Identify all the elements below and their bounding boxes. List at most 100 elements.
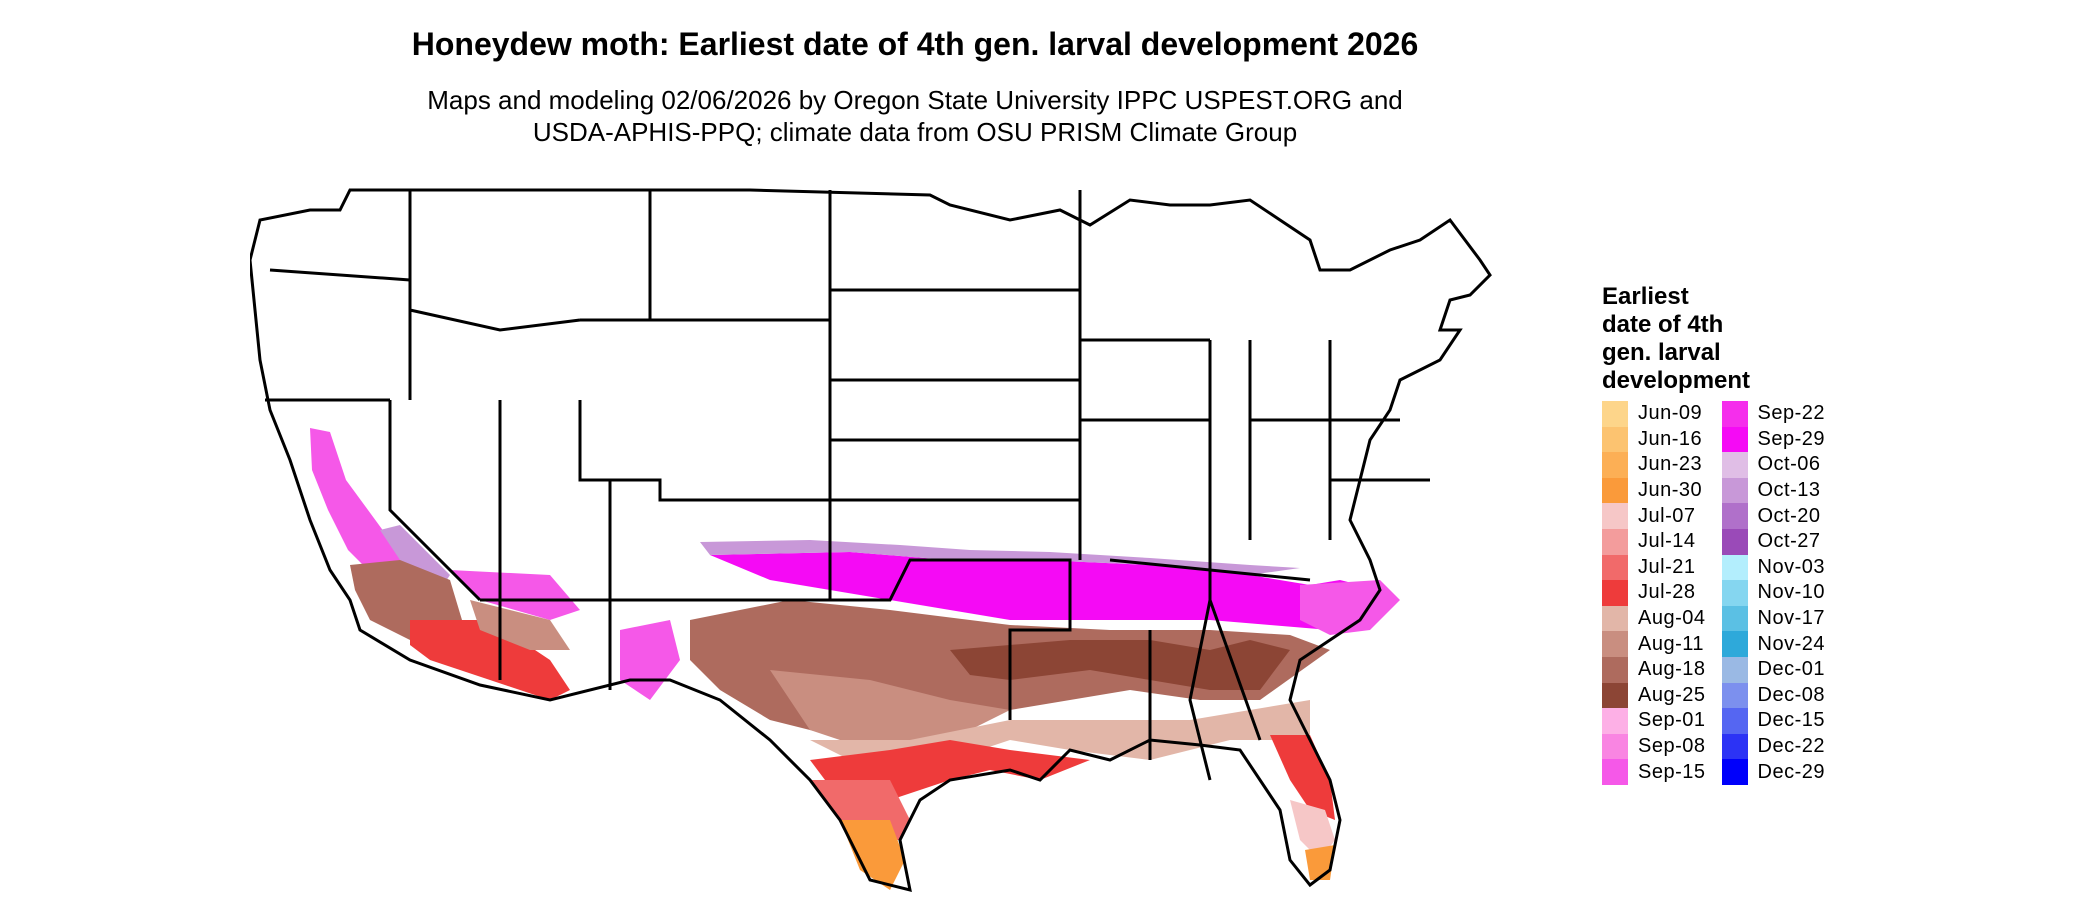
legend-label: Nov-17 bbox=[1757, 607, 1825, 630]
legend-swatch bbox=[1721, 503, 1748, 529]
us-map bbox=[250, 188, 1492, 893]
legend-label: Nov-03 bbox=[1757, 555, 1825, 578]
legend-label: Jul-21 bbox=[1638, 555, 1696, 578]
legend-item: Aug-25 bbox=[1602, 682, 1706, 709]
legend-swatch bbox=[1602, 580, 1628, 606]
legend-item: Oct-20 bbox=[1721, 503, 1826, 529]
legend-swatch bbox=[1721, 759, 1748, 785]
legend-label: Jun-09 bbox=[1638, 402, 1703, 425]
legend-label: Jul-28 bbox=[1638, 581, 1696, 604]
map-title: Honeydew moth: Earliest date of 4th gen.… bbox=[411, 26, 1419, 62]
legend-swatch bbox=[1721, 580, 1748, 606]
legend-label: Aug-18 bbox=[1638, 658, 1706, 681]
border-ok-tx bbox=[760, 558, 1072, 720]
legend-item: Dec-15 bbox=[1721, 708, 1826, 734]
zone-newmexico-sep bbox=[620, 620, 680, 700]
legend-label: Oct-06 bbox=[1757, 453, 1821, 476]
legend-swatch bbox=[1721, 605, 1748, 632]
legend-item: Dec-22 bbox=[1721, 733, 1826, 760]
zone-florida-light bbox=[1290, 800, 1335, 860]
legend-item: Dec-29 bbox=[1721, 759, 1826, 785]
zone-california-sep bbox=[310, 428, 410, 580]
legend-title-line: date of 4th bbox=[1602, 311, 1724, 338]
legend-item: Aug-11 bbox=[1602, 631, 1706, 657]
border-mt-wy bbox=[580, 190, 830, 322]
legend-title-line: Earliest bbox=[1602, 283, 1689, 310]
legend-label: Sep-01 bbox=[1638, 709, 1706, 732]
border-mid-south bbox=[1109, 558, 1311, 760]
border-dakotas bbox=[828, 190, 1080, 600]
legend-title-line: development bbox=[1602, 367, 1751, 394]
legend-swatch bbox=[1602, 708, 1628, 734]
legend-label: Sep-29 bbox=[1757, 427, 1825, 450]
legend-swatch bbox=[1602, 528, 1628, 555]
legend-item: Oct-27 bbox=[1721, 528, 1826, 555]
legend-swatch bbox=[1721, 733, 1748, 760]
border-co-nm bbox=[480, 480, 830, 690]
legend-label: Sep-15 bbox=[1638, 760, 1706, 783]
legend-column-1: Jun-09 Jun-16 Jun-23 Jun-30 Jul-07 Jul-14 Jul-… bbox=[1602, 401, 1706, 785]
legend-item: Nov-03 bbox=[1721, 554, 1826, 581]
legend-item: Jul-07 bbox=[1602, 503, 1706, 529]
subtitle-line-1: Maps and modeling 02/06/2026 by Oregon S… bbox=[427, 85, 1403, 115]
legend-label: Nov-10 bbox=[1757, 581, 1825, 604]
legend-swatch bbox=[1721, 452, 1748, 478]
legend-label: Oct-27 bbox=[1757, 530, 1821, 553]
legend-item: Oct-06 bbox=[1721, 452, 1826, 478]
border-ut-co bbox=[578, 400, 830, 502]
legend-swatch bbox=[1602, 682, 1628, 709]
legend-item: Sep-22 bbox=[1721, 401, 1826, 427]
legend-item: Dec-01 bbox=[1721, 656, 1826, 683]
legend-item: Sep-15 bbox=[1602, 759, 1706, 785]
subtitle-line-2: USDA-APHIS-PPQ; climate data from OSU PR… bbox=[532, 117, 1298, 147]
legend-item: Aug-04 bbox=[1602, 605, 1706, 632]
legend-label: Oct-20 bbox=[1757, 504, 1821, 527]
legend-swatch bbox=[1602, 656, 1628, 683]
legend-label: Jul-07 bbox=[1638, 504, 1696, 527]
legend-swatch bbox=[1721, 631, 1748, 657]
legend-item: Sep-29 bbox=[1721, 426, 1826, 453]
legend-item: Jul-28 bbox=[1602, 580, 1706, 606]
legend-swatch bbox=[1602, 401, 1628, 427]
legend-label: Dec-29 bbox=[1757, 760, 1825, 783]
border-mn-ia bbox=[1078, 190, 1210, 560]
legend-item: Dec-08 bbox=[1721, 682, 1826, 709]
legend-item: Jul-21 bbox=[1602, 554, 1706, 581]
legend-label: Jun-23 bbox=[1638, 453, 1703, 476]
development-zones bbox=[310, 428, 1400, 890]
legend-label: Jun-16 bbox=[1638, 427, 1703, 450]
legend-swatch bbox=[1602, 631, 1628, 657]
legend-item: Jun-23 bbox=[1602, 452, 1706, 478]
legend-label: Dec-22 bbox=[1757, 735, 1825, 758]
legend-label: Aug-11 bbox=[1638, 632, 1705, 655]
zone-arizona-aug bbox=[470, 600, 570, 650]
zone-deep-south-dark bbox=[950, 640, 1290, 690]
legend-swatch bbox=[1721, 554, 1748, 581]
zone-texas-light bbox=[770, 670, 1010, 750]
legend-label: Dec-15 bbox=[1757, 709, 1825, 732]
legend-item: Nov-24 bbox=[1721, 631, 1826, 657]
border-great-lakes bbox=[1248, 340, 1430, 540]
legend-swatch bbox=[1721, 477, 1748, 504]
legend-swatch bbox=[1602, 503, 1628, 529]
legend-label: Dec-08 bbox=[1757, 683, 1825, 706]
legend-label: Aug-25 bbox=[1638, 683, 1706, 706]
legend-item: Nov-17 bbox=[1721, 605, 1826, 632]
legend-label: Aug-04 bbox=[1638, 607, 1706, 630]
legend-swatch bbox=[1602, 452, 1628, 478]
legend-label: Dec-01 bbox=[1757, 658, 1825, 681]
legend-swatch bbox=[1721, 682, 1748, 709]
legend-item: Jun-16 bbox=[1602, 426, 1706, 453]
legend-item: Nov-10 bbox=[1721, 580, 1826, 606]
legend-label: Jul-14 bbox=[1638, 530, 1696, 553]
legend-swatch bbox=[1602, 426, 1628, 453]
state-borders bbox=[250, 188, 1492, 893]
legend-label: Sep-08 bbox=[1638, 735, 1706, 758]
legend-swatch bbox=[1602, 554, 1628, 581]
legend-item: Aug-18 bbox=[1602, 656, 1706, 683]
legend-columns: Jun-09 Jun-16 Jun-23 Jun-30 Jul-07 Jul-14 Jul-… bbox=[1602, 401, 1825, 785]
legend-label: Oct-13 bbox=[1757, 479, 1821, 502]
border-mississippi bbox=[1188, 340, 1212, 781]
zone-carolinas-sep bbox=[1300, 580, 1400, 635]
legend-item: Jun-09 bbox=[1602, 401, 1706, 427]
